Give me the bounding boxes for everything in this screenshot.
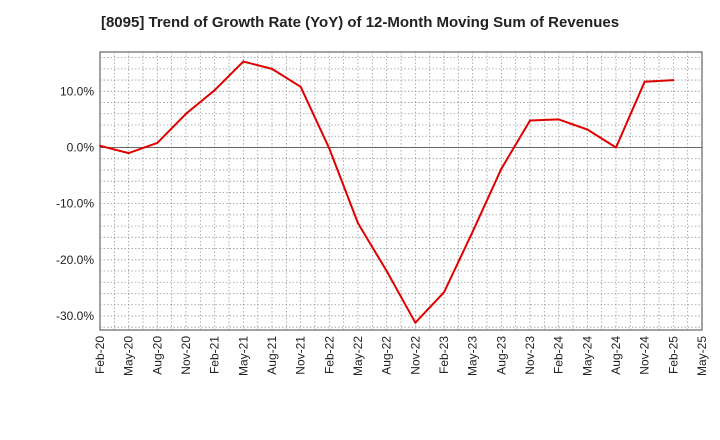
- x-tick-label: Aug-22: [380, 336, 394, 375]
- data-point: [385, 270, 388, 273]
- data-point: [99, 144, 101, 147]
- data-point: [156, 141, 159, 144]
- x-tick-label: Nov-23: [523, 336, 537, 375]
- x-tick-label: Aug-23: [494, 336, 508, 375]
- y-axis-ticks: 10.0% 0.0% -10.0% -20.0% -30.0%: [56, 84, 94, 323]
- x-tick-label: May-21: [236, 336, 250, 376]
- y-tick-label: -10.0%: [56, 197, 94, 211]
- data-point: [414, 321, 417, 324]
- data-point: [127, 152, 130, 155]
- y-tick-label: -30.0%: [56, 309, 94, 323]
- x-tick-label: Nov-20: [179, 336, 193, 375]
- data-point: [586, 128, 589, 131]
- x-tick-label: May-20: [122, 336, 136, 376]
- data-point: [213, 89, 216, 92]
- data-point: [443, 291, 445, 294]
- data-point: [471, 230, 474, 233]
- data-point: [672, 79, 675, 82]
- data-point: [271, 67, 273, 70]
- data-point: [242, 60, 245, 63]
- data-point: [328, 147, 331, 150]
- y-tick-label: -20.0%: [56, 253, 94, 267]
- x-tick-label: May-22: [351, 336, 365, 376]
- x-tick-label: Feb-24: [552, 336, 566, 374]
- x-tick-label: Aug-20: [150, 336, 164, 375]
- chart-title: [8095] Trend of Growth Rate (YoY) of 12-…: [100, 14, 620, 31]
- grid-lines: [100, 52, 702, 330]
- data-point: [299, 85, 302, 88]
- x-tick-label: May-25: [695, 336, 709, 376]
- series-group: [99, 60, 675, 324]
- x-tick-label: Feb-21: [208, 336, 222, 374]
- data-point: [557, 118, 560, 121]
- data-point: [500, 167, 503, 170]
- x-tick-label: Feb-22: [322, 336, 336, 374]
- x-tick-label: May-23: [466, 336, 480, 376]
- data-point: [185, 112, 187, 115]
- data-point: [529, 119, 531, 122]
- x-tick-label: Feb-25: [666, 336, 680, 374]
- x-axis-ticks: Feb-20 May-20 Aug-20 Nov-20 Feb-21 May-21 Aug-…: [93, 336, 709, 376]
- data-point: [357, 222, 359, 225]
- x-tick-label: Aug-21: [265, 336, 279, 375]
- plot-area: [99, 51, 703, 331]
- x-tick-label: Nov-22: [408, 336, 422, 375]
- data-point: [643, 80, 646, 83]
- data-point: [615, 146, 617, 149]
- x-tick-label: Nov-24: [638, 336, 652, 375]
- y-tick-label: 10.0%: [60, 84, 94, 98]
- x-tick-label: May-24: [580, 336, 594, 376]
- x-tick-label: Aug-24: [609, 336, 623, 375]
- y-tick-label: 0.0%: [67, 140, 95, 154]
- x-tick-label: Nov-21: [294, 336, 308, 375]
- x-tick-label: Feb-23: [437, 336, 451, 374]
- x-tick-label: Feb-20: [93, 336, 107, 374]
